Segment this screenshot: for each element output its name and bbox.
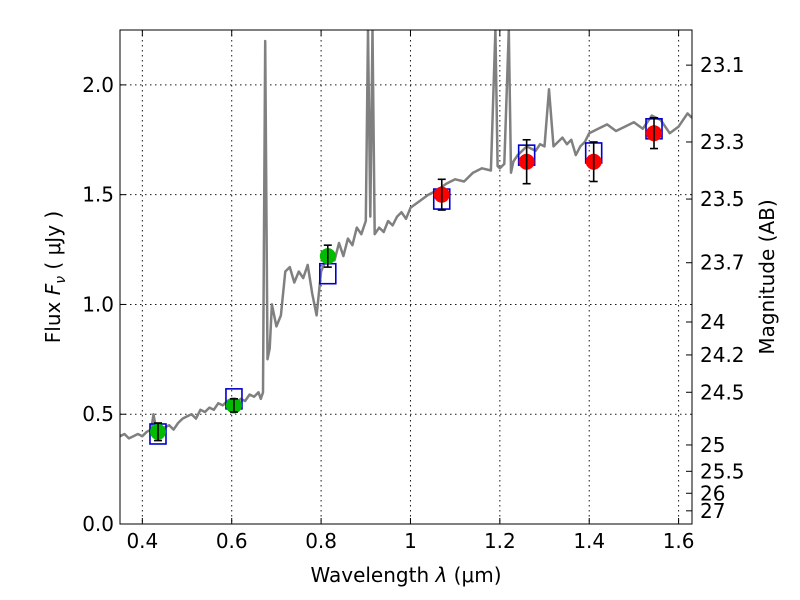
- x-tick-label: 0.8: [305, 529, 337, 553]
- y-tick-label: 1.0: [82, 292, 114, 316]
- x-tick-label: 0.4: [126, 529, 158, 553]
- y-tick-label: 0.5: [82, 402, 114, 426]
- y2-tick-label: 27: [700, 499, 725, 523]
- y2-tick-label: 25: [700, 433, 725, 457]
- y-axis-label: Flux Fν ( μJy ): [41, 211, 69, 343]
- plot-background: [120, 30, 692, 524]
- model-spectrum-line: [120, 30, 692, 440]
- y-tick-label: 1.5: [82, 183, 114, 207]
- series-layer: [120, 30, 692, 445]
- y2-tick-label: 24.5: [700, 380, 745, 404]
- y-tick-label: 2.0: [82, 73, 114, 97]
- y-axis: 0.0 0.5 1.0 1.5 2.0: [82, 73, 126, 536]
- y2-tick-label: 26: [700, 481, 725, 505]
- x-tick-label: 1.6: [663, 529, 695, 553]
- y2-tick-label: 24.2: [700, 343, 745, 367]
- x-axis-label: Wavelength λ (μm): [310, 563, 501, 587]
- x-axis: 0.4 0.6 0.8 1 1.2 1.4 1.6: [126, 30, 695, 553]
- y-tick-label: 0.0: [82, 512, 114, 536]
- plot-frame: [119, 29, 693, 525]
- y2-tick-label: 24: [700, 310, 725, 334]
- x-tick-label: 0.6: [216, 529, 248, 553]
- x-tick-label: 1: [404, 529, 417, 553]
- y2-tick-label: 23.3: [700, 130, 745, 154]
- y2-tick-label: 25.5: [700, 459, 745, 483]
- y2-tick-label: 23.5: [700, 187, 745, 211]
- x-tick-label: 1.4: [573, 529, 605, 553]
- y2-tick-label: 23.7: [700, 251, 745, 275]
- y2-tick-label: 23.1: [700, 53, 745, 77]
- secondary-y-axis-label: Magnitude (AB): [755, 199, 779, 354]
- x-tick-label: 1.2: [484, 529, 516, 553]
